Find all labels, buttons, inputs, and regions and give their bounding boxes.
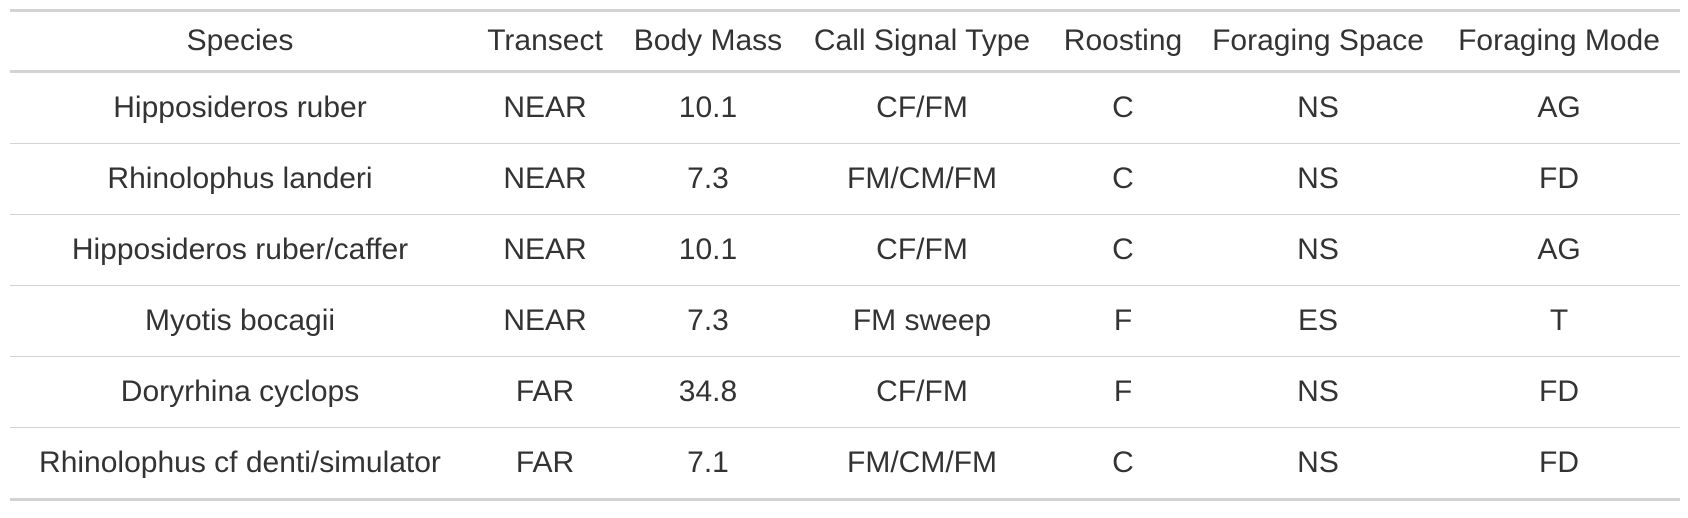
cell-body-mass: 10.1: [620, 214, 796, 286]
cell-body-mass: 10.1: [678, 91, 738, 124]
cell-foraging-mode: AG: [1537, 91, 1581, 124]
cell-body-mass: 7.3: [620, 143, 796, 215]
cell-transect: NEAR: [503, 91, 587, 124]
cell-foraging-mode: FD: [1438, 143, 1680, 215]
cell-foraging-space: NS: [1297, 91, 1339, 124]
cell-species: Hipposideros ruber/caffer: [10, 214, 470, 286]
header-species: Species: [10, 10, 470, 73]
cell-species: Rhinolophus cf denti/simulator: [10, 427, 470, 500]
cell-foraging-space: NS: [1198, 214, 1438, 286]
header-transect: Transect: [470, 10, 620, 73]
cell-foraging-mode: T: [1438, 285, 1680, 357]
table-row: Hipposideros ruber NEAR 10.1 CF/FM C NS …: [10, 72, 1680, 144]
cell-body-mass: 7.1: [620, 427, 796, 500]
table-row: Hipposideros ruber/caffer NEAR 10.1 CF/F…: [10, 214, 1680, 286]
cell-species: Hipposideros ruber: [113, 91, 367, 124]
cell-foraging-space: NS: [1198, 143, 1438, 215]
cell-roosting: C: [1048, 143, 1198, 215]
header-foraging-space: Foraging Space: [1198, 10, 1438, 73]
cell-species: Doryrhina cyclops: [10, 356, 470, 428]
table-row: Doryrhina cyclops FAR 34.8 CF/FM F NS FD: [10, 356, 1680, 428]
cell-roosting: C: [1048, 214, 1198, 286]
species-traits-table: Species Transect Body Mass Call Signal T…: [10, 9, 1680, 501]
header-body-mass: Body Mass: [620, 10, 796, 73]
header-roosting: Roosting: [1048, 10, 1198, 73]
cell-transect: NEAR: [470, 214, 620, 286]
cell-foraging-mode: FD: [1438, 427, 1680, 500]
cell-call-signal-type: CF/FM: [796, 356, 1048, 428]
cell-foraging-mode: AG: [1438, 214, 1680, 286]
cell-transect: FAR: [470, 356, 620, 428]
header-foraging-mode: Foraging Mode: [1438, 10, 1680, 73]
cell-call-signal-type: FM/CM/FM: [796, 143, 1048, 215]
table-row: Rhinolophus cf denti/simulator FAR 7.1 F…: [10, 427, 1680, 500]
cell-transect: FAR: [470, 427, 620, 500]
cell-body-mass: 34.8: [620, 356, 796, 428]
cell-foraging-space: ES: [1198, 285, 1438, 357]
cell-transect: NEAR: [470, 143, 620, 215]
cell-roosting: F: [1048, 356, 1198, 428]
table-row: Rhinolophus landeri NEAR 7.3 FM/CM/FM C …: [10, 143, 1680, 215]
cell-call-signal-type: FM sweep: [796, 285, 1048, 357]
cell-call-signal-type: CF/FM: [876, 91, 968, 124]
table-body: Hipposideros ruber NEAR 10.1 CF/FM C NS …: [10, 72, 1680, 500]
table-row: Myotis bocagii NEAR 7.3 FM sweep F ES T: [10, 285, 1680, 357]
header-call-signal-type: Call Signal Type: [796, 10, 1048, 73]
cell-species: Myotis bocagii: [10, 285, 470, 357]
cell-call-signal-type: CF/FM: [796, 214, 1048, 286]
species-table-container: Species Transect Body Mass Call Signal T…: [10, 9, 1680, 501]
cell-foraging-space: NS: [1198, 427, 1438, 500]
cell-transect: NEAR: [470, 285, 620, 357]
cell-roosting: C: [1048, 427, 1198, 500]
cell-roosting: C: [1112, 91, 1134, 124]
header-row: Species Transect Body Mass Call Signal T…: [10, 10, 1680, 73]
cell-roosting: F: [1048, 285, 1198, 357]
cell-foraging-space: NS: [1198, 356, 1438, 428]
cell-foraging-mode: FD: [1438, 356, 1680, 428]
cell-body-mass: 7.3: [620, 285, 796, 357]
cell-call-signal-type: FM/CM/FM: [796, 427, 1048, 500]
cell-species: Rhinolophus landeri: [10, 143, 470, 215]
table-header: Species Transect Body Mass Call Signal T…: [10, 10, 1680, 73]
